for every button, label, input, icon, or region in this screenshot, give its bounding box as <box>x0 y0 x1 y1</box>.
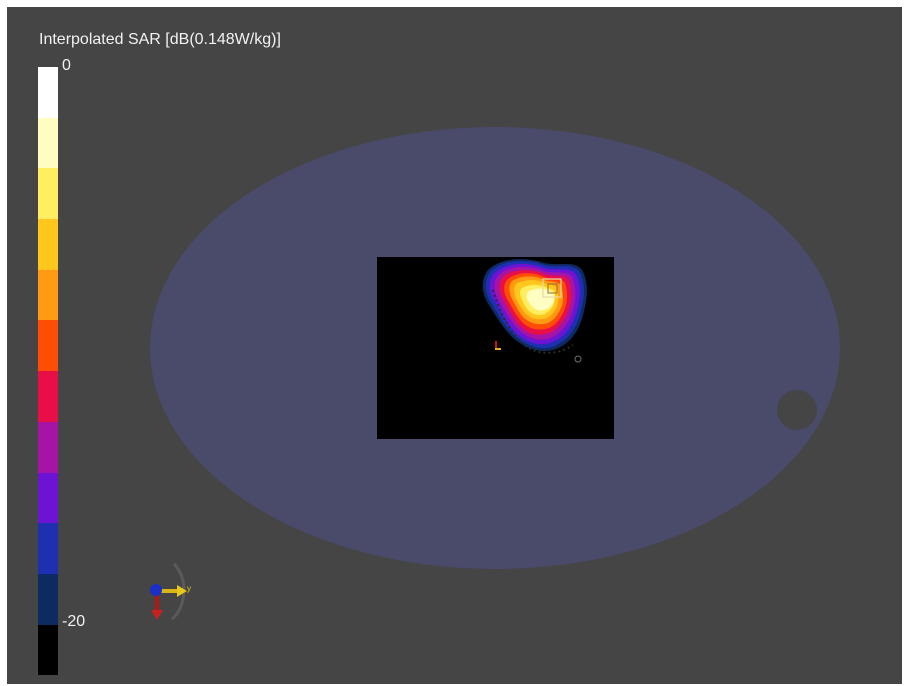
triad-x-axis <box>150 584 162 596</box>
contour-light-yellow <box>526 288 555 311</box>
scale-min-label: -20 <box>62 613 86 630</box>
color-scale-segment <box>38 472 58 524</box>
color-scale-segment <box>38 371 58 422</box>
zoom-scan-inner <box>547 283 558 294</box>
small-circle <box>574 355 582 363</box>
triad-z-arrow <box>151 610 163 620</box>
sar-hotspot <box>482 259 587 363</box>
sar-scene: y <box>150 127 840 621</box>
color-scale-segment <box>38 67 58 118</box>
zoom-scan-box <box>542 278 562 298</box>
color-scale-bar <box>38 67 58 676</box>
marker-yellow <box>495 348 501 350</box>
color-scale-segment <box>38 320 58 372</box>
noise-outline <box>492 289 574 354</box>
legend-title: Interpolated SAR [dB(0.148W/kg)] <box>39 31 281 48</box>
color-scale-segment <box>38 168 58 220</box>
color-scale-segment <box>38 523 58 574</box>
color-scale-segment <box>38 219 58 270</box>
color-scale-segment <box>38 573 58 625</box>
phantom-hole <box>777 390 817 430</box>
axis-triad: y <box>150 562 191 621</box>
color-scale-segment <box>38 269 58 321</box>
color-scale-segment <box>38 117 58 169</box>
3d-viewport[interactable]: y Interpolated SAR [dB(0.148W/kg)] 0 -20 <box>7 7 902 684</box>
color-scale-segment <box>38 421 58 473</box>
triad-y-arrow <box>177 585 187 597</box>
triad-y-label: y <box>187 584 191 593</box>
color-scale-segment <box>38 624 58 676</box>
scale-max-label: 0 <box>62 57 71 74</box>
marker-red <box>495 341 497 349</box>
